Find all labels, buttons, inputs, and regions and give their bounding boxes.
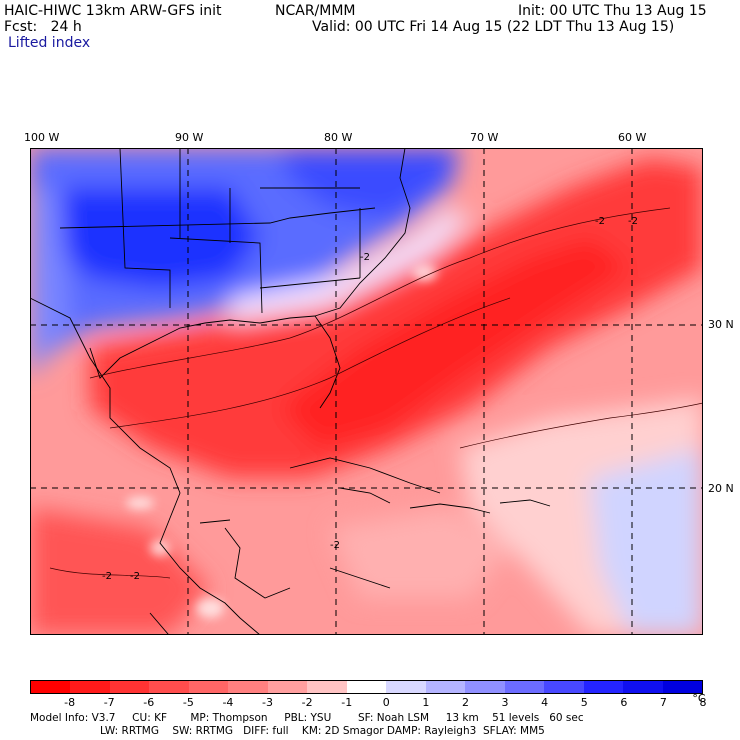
colorbar-label: 0 [382, 696, 390, 709]
contour-label: -2 [102, 571, 112, 582]
boundaries [30, 148, 551, 635]
contour-label: -2 [330, 540, 340, 551]
field-name: Lifted index [8, 35, 91, 51]
colorbar-label: 7 [659, 696, 667, 709]
lat-label: 30 N [708, 318, 734, 331]
contour-label: -2 [628, 216, 638, 227]
forecast-hour: Fcst: 24 h [4, 19, 82, 35]
colorbar-swatch [109, 681, 150, 693]
colorbar-label: 8 [699, 696, 707, 709]
colorbar-label: -2 [301, 696, 313, 709]
map-frame [30, 148, 703, 635]
colorbar-label: 6 [620, 696, 628, 709]
colorbar-label: 5 [580, 696, 588, 709]
colorbar [30, 680, 703, 694]
field-shading [30, 148, 703, 635]
colorbar-swatch [504, 681, 545, 693]
colorbar-label: -1 [341, 696, 353, 709]
colorbar-swatch [188, 681, 229, 693]
colorbar-swatch [386, 681, 426, 693]
org-label: NCAR/MMM [275, 3, 356, 19]
lon-label: 60 W [618, 131, 647, 144]
colorbar-label: -8 [64, 696, 76, 709]
colorbar-label: °C [692, 692, 706, 705]
init-time: Init: 00 UTC Thu 13 Aug 15 [518, 3, 707, 19]
field-detail [126, 265, 437, 618]
contour-label: -2 [360, 252, 370, 263]
colorbar-label: -5 [182, 696, 194, 709]
valid-time: Valid: 00 UTC Fri 14 Aug 15 (22 LDT Thu … [312, 19, 675, 35]
colorbar-label: 1 [422, 696, 430, 709]
model-title: HAIC-HIWC 13km ARW-GFS init [4, 3, 222, 19]
lon-label: 80 W [324, 131, 353, 144]
colorbar-label: -3 [262, 696, 273, 709]
footer-model-info: Model Info: V3.7 CU: KF MP: Thompson PBL… [30, 712, 584, 724]
colorbar-label: -6 [143, 696, 155, 709]
lifted-index-map: -2 -2 -2 -2 -2 -2 [30, 148, 703, 635]
colorbar-swatch [465, 681, 505, 693]
footer-physics-info: LW: RRTMG SW: RRTMG DIFF: full KM: 2D Sm… [100, 725, 545, 737]
colorbar-swatch [346, 681, 387, 693]
colorbar-label: 4 [541, 696, 549, 709]
colorbar-label: -7 [103, 696, 115, 709]
colorbar-swatch [307, 681, 347, 693]
contour-label-group: -2 -2 -2 -2 -2 -2 [102, 216, 638, 582]
colorbar-label: 2 [461, 696, 469, 709]
lon-label: 90 W [175, 131, 204, 144]
colorbar-swatch [425, 681, 466, 693]
contours [49, 207, 703, 579]
lon-label: 100 W [24, 131, 60, 144]
contour-label: -2 [130, 571, 140, 582]
colorbar-swatch [31, 681, 71, 693]
colorbar-swatch [70, 681, 110, 693]
colorbar-swatch [583, 681, 624, 693]
graticule [30, 148, 703, 635]
lon-label: 70 W [470, 131, 499, 144]
colorbar-swatch [662, 681, 702, 693]
contour-label: -2 [595, 216, 605, 227]
colorbar-swatch [267, 681, 308, 693]
colorbar-label: 3 [501, 696, 509, 709]
colorbar-swatch [149, 681, 189, 693]
colorbar-swatch [228, 681, 268, 693]
colorbar-swatch [623, 681, 663, 693]
colorbar-label: -4 [222, 696, 234, 709]
colorbar-swatch [544, 681, 584, 693]
lat-label: 20 N [708, 482, 734, 495]
